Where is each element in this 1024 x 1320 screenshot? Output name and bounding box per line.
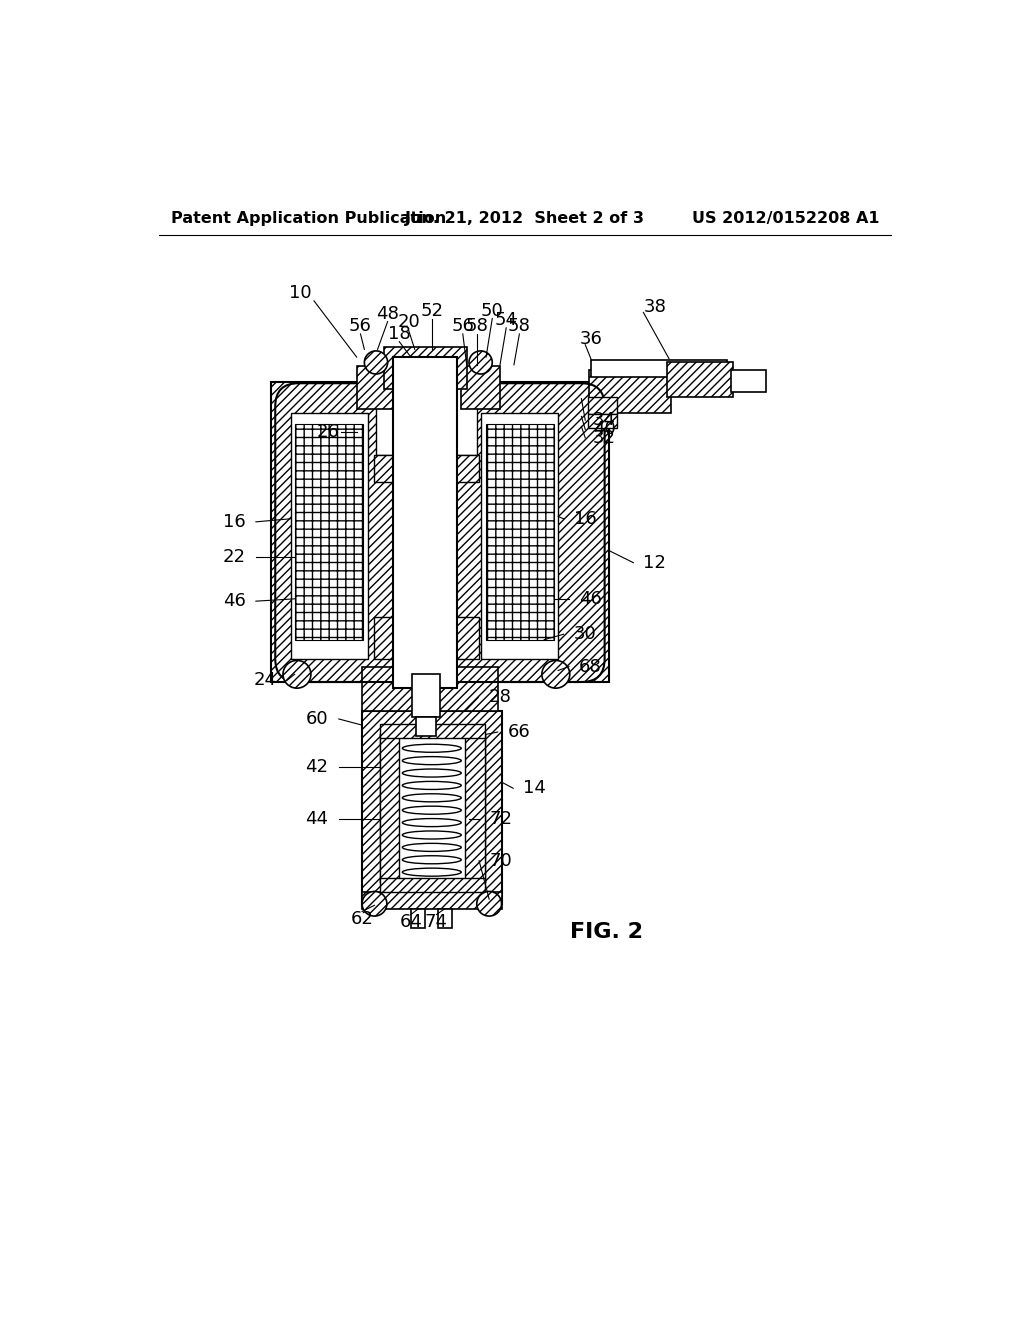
Ellipse shape xyxy=(402,818,461,826)
Bar xyxy=(356,367,395,409)
Text: 56: 56 xyxy=(349,317,372,335)
Bar xyxy=(592,360,727,378)
Bar xyxy=(375,455,479,482)
Bar xyxy=(380,725,484,738)
Bar xyxy=(376,385,477,455)
Text: 64: 64 xyxy=(399,913,422,931)
Bar xyxy=(380,734,484,882)
Circle shape xyxy=(365,351,388,374)
Text: 18: 18 xyxy=(388,325,411,343)
Text: 20: 20 xyxy=(397,313,420,331)
Bar xyxy=(362,667,498,711)
Bar xyxy=(480,413,558,659)
Ellipse shape xyxy=(402,756,461,764)
Text: 16: 16 xyxy=(223,513,246,531)
Bar xyxy=(362,892,502,909)
Circle shape xyxy=(469,351,493,374)
Text: 16: 16 xyxy=(573,510,596,528)
Text: 36: 36 xyxy=(580,330,603,348)
Text: 66: 66 xyxy=(508,723,530,741)
Circle shape xyxy=(283,660,311,688)
Bar xyxy=(438,909,452,928)
Ellipse shape xyxy=(402,807,461,814)
Bar xyxy=(411,909,425,928)
Text: 26: 26 xyxy=(316,422,339,441)
Text: Patent Application Publication: Patent Application Publication xyxy=(171,211,445,226)
Ellipse shape xyxy=(402,832,461,840)
Text: 72: 72 xyxy=(489,810,512,828)
Text: 58: 58 xyxy=(508,317,530,335)
Bar xyxy=(589,370,671,412)
Text: 30: 30 xyxy=(573,626,596,643)
Text: 14: 14 xyxy=(523,779,546,797)
Text: 48: 48 xyxy=(376,305,399,323)
Bar xyxy=(588,414,617,428)
Text: 42: 42 xyxy=(305,758,328,776)
Bar xyxy=(588,397,617,414)
Bar xyxy=(384,347,467,389)
Bar xyxy=(461,367,500,409)
Text: 28: 28 xyxy=(488,689,511,706)
Text: 12: 12 xyxy=(643,553,667,572)
Ellipse shape xyxy=(402,770,461,777)
Text: 50: 50 xyxy=(481,302,504,319)
Text: 24: 24 xyxy=(254,672,276,689)
Ellipse shape xyxy=(402,781,461,789)
Bar xyxy=(380,878,484,892)
Ellipse shape xyxy=(402,793,461,801)
Text: 56: 56 xyxy=(452,317,474,335)
Ellipse shape xyxy=(402,744,461,752)
Text: 62: 62 xyxy=(350,911,374,928)
Text: 68: 68 xyxy=(579,657,602,676)
Text: 54: 54 xyxy=(495,312,518,329)
Circle shape xyxy=(477,891,502,916)
Bar xyxy=(380,734,399,882)
Text: 46: 46 xyxy=(579,590,602,607)
Text: 46: 46 xyxy=(223,593,246,610)
Text: 60: 60 xyxy=(305,710,328,727)
Bar xyxy=(417,717,435,737)
Bar xyxy=(393,358,457,688)
Bar xyxy=(271,381,608,682)
Bar xyxy=(731,370,766,392)
Text: 22: 22 xyxy=(223,548,246,566)
Circle shape xyxy=(542,660,569,688)
Bar xyxy=(375,616,479,659)
Text: 32: 32 xyxy=(593,429,616,447)
Text: Jun. 21, 2012  Sheet 2 of 3: Jun. 21, 2012 Sheet 2 of 3 xyxy=(404,211,645,226)
Bar xyxy=(486,424,554,640)
Text: FIG. 2: FIG. 2 xyxy=(570,923,643,942)
Text: US 2012/0152208 A1: US 2012/0152208 A1 xyxy=(692,211,880,226)
Ellipse shape xyxy=(402,869,461,876)
Text: 52: 52 xyxy=(420,302,443,319)
Ellipse shape xyxy=(402,843,461,851)
Text: 38: 38 xyxy=(643,298,667,315)
Text: 44: 44 xyxy=(305,810,328,828)
Text: 70: 70 xyxy=(489,851,512,870)
Text: 74: 74 xyxy=(425,913,447,931)
Text: 34: 34 xyxy=(593,412,616,429)
Bar xyxy=(465,734,484,882)
Bar xyxy=(667,363,732,397)
Bar xyxy=(362,711,502,904)
Text: 10: 10 xyxy=(289,284,311,302)
Circle shape xyxy=(362,891,387,916)
Text: 40: 40 xyxy=(593,421,615,438)
Text: 58: 58 xyxy=(465,317,488,335)
Bar xyxy=(291,413,369,659)
Ellipse shape xyxy=(402,855,461,863)
Bar xyxy=(295,424,362,640)
Bar xyxy=(413,675,439,717)
